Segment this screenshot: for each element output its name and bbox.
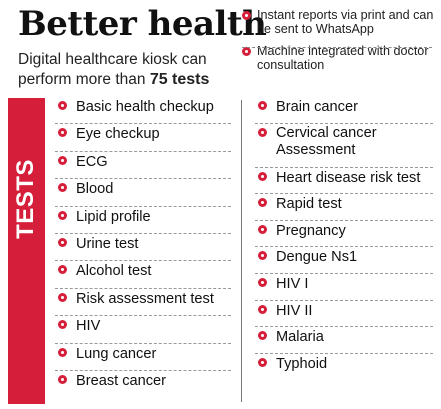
test-item: HIV	[55, 316, 231, 344]
subtitle-test-count: 75 tests	[149, 71, 210, 88]
test-item: Lung cancer	[55, 344, 231, 371]
test-label: ECG	[76, 153, 108, 170]
test-item: Breast cancer	[55, 371, 231, 398]
test-item: Lipid profile	[55, 207, 231, 234]
test-label: HIV II	[276, 302, 313, 319]
notes-divider	[242, 47, 432, 48]
bullet-icon	[258, 171, 267, 181]
bullet-icon	[258, 331, 267, 341]
test-item: Risk assessment test	[55, 289, 231, 317]
test-item: Typhoid	[255, 354, 433, 381]
subtitle: Digital healthcare kiosk can perform mor…	[18, 50, 238, 90]
test-label: Blood	[76, 181, 114, 198]
bullet-icon	[258, 357, 267, 367]
test-label: Risk assessment test	[76, 290, 214, 307]
note-doctor: Machine integrated with doctor consultat…	[242, 44, 438, 72]
test-label: HIV	[76, 318, 101, 335]
test-item: Pregnancy	[255, 221, 433, 248]
bullet-icon	[242, 47, 251, 56]
test-label: Dengue Ns1	[276, 249, 358, 266]
note-text: Instant reports via print and can be sen…	[257, 8, 434, 36]
test-label: Lung cancer	[76, 345, 157, 362]
test-item: Heart disease risk test	[255, 168, 433, 195]
test-item: Urine test	[55, 234, 231, 262]
headline: Better health	[18, 4, 267, 44]
test-label: Pregnancy	[276, 222, 346, 239]
test-item: Dengue Ns1	[255, 247, 433, 274]
bullet-icon	[258, 198, 267, 208]
test-label: Heart disease risk test	[276, 169, 421, 186]
bullet-icon	[258, 304, 267, 314]
test-label: Basic health checkup	[76, 99, 214, 115]
test-label: Urine test	[76, 235, 139, 252]
bullet-icon	[258, 127, 267, 137]
bullet-icon	[58, 265, 67, 275]
bullet-icon	[58, 292, 67, 302]
test-label: Eye checkup	[76, 126, 160, 143]
test-label: Malaria	[276, 329, 324, 346]
bullet-icon	[258, 251, 267, 261]
test-item: Alcohol test	[55, 261, 231, 289]
test-item: HIV I	[255, 274, 433, 301]
test-label: Breast cancer	[76, 372, 167, 389]
bullet-icon	[242, 11, 251, 20]
bullet-icon	[58, 347, 67, 357]
bullet-icon	[58, 320, 67, 330]
note-reports: Instant reports via print and can be sen…	[242, 8, 438, 36]
bullet-icon	[258, 224, 267, 234]
bullet-icon	[58, 374, 67, 384]
tests-label: TESTS	[12, 159, 39, 239]
bullet-icon	[58, 183, 67, 193]
test-label: Lipid profile	[76, 208, 151, 225]
test-item: Blood	[55, 179, 231, 207]
subtitle-text: Digital healthcare kiosk can perform mor…	[18, 51, 207, 88]
bullet-icon	[58, 237, 67, 247]
test-item: Basic health checkup	[55, 97, 231, 125]
bullet-icon	[58, 101, 67, 110]
test-item: Eye checkup	[55, 124, 231, 152]
bullet-icon	[58, 210, 67, 220]
note-text: Machine integrated with doctor consultat…	[257, 44, 429, 72]
test-item: Cervical cancer Assessment	[255, 124, 433, 168]
test-item: ECG	[55, 152, 231, 180]
test-label: HIV I	[276, 275, 309, 292]
test-label: Brain cancer	[276, 99, 358, 115]
bullet-icon	[258, 277, 267, 287]
test-label: Cervical cancer Assessment	[276, 124, 377, 158]
bullet-icon	[258, 101, 267, 110]
test-item: Rapid test	[255, 194, 433, 221]
test-item: HIV II	[255, 301, 433, 328]
notes-list: Instant reports via print and can be sen…	[242, 8, 438, 72]
test-label: Typhoid	[276, 355, 328, 372]
test-item: Malaria	[255, 327, 433, 354]
bullet-icon	[58, 155, 67, 165]
tests-left-column: Basic health checkup Eye checkup ECG Blo…	[55, 97, 231, 398]
test-label: Alcohol test	[76, 263, 152, 280]
tests-band	[8, 98, 45, 404]
test-item: Brain cancer	[255, 97, 433, 124]
column-divider	[241, 100, 242, 402]
tests-right-column: Brain cancer Cervical cancer Assessment …	[255, 97, 433, 380]
bullet-icon	[58, 128, 67, 138]
test-label: Rapid test	[276, 196, 342, 213]
